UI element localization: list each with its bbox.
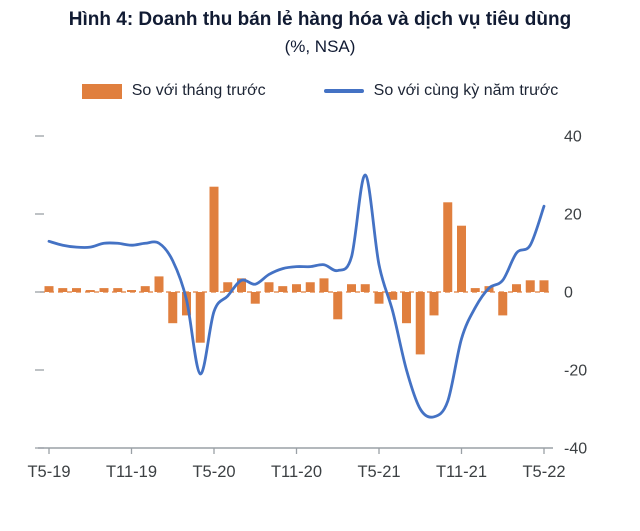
legend-item-bar-series: So với tháng trước xyxy=(81,82,266,100)
bar xyxy=(58,288,68,292)
retail-chart-svg: 40 20 0 -20 -40 T5-19 T11-19 T5-20 T11-20 T5-21 T1… xyxy=(27,129,587,482)
x-tick-label: T11-20 xyxy=(271,463,322,481)
bar xyxy=(264,282,274,292)
bar xyxy=(402,292,411,324)
x-tick-label: T5-19 xyxy=(27,463,70,481)
bar xyxy=(250,292,260,304)
bar xyxy=(72,288,81,292)
bar xyxy=(388,292,398,300)
bar xyxy=(498,292,508,316)
chart-area: 40 20 0 -20 -40 T5-19 T11-19 T5-20 T11-20 T5-21 T1… xyxy=(0,116,640,501)
bar-series-swatch-icon xyxy=(81,83,122,99)
x-tick-label: T5-21 xyxy=(357,463,400,481)
line-series xyxy=(47,173,546,419)
legend-bar-label: So với tháng trước xyxy=(131,82,266,99)
y-tick-label: -20 xyxy=(564,363,587,380)
bar xyxy=(99,288,109,292)
chart-subtitle: (%, NSA) xyxy=(284,37,356,56)
bar xyxy=(113,288,123,292)
bar xyxy=(127,290,136,292)
bar xyxy=(305,282,315,292)
bar xyxy=(292,284,301,292)
bar xyxy=(195,292,205,343)
bar xyxy=(415,292,425,355)
bar xyxy=(44,286,54,292)
y-tick-label: -40 xyxy=(564,441,587,458)
bar xyxy=(85,290,95,292)
x-tick-label: T11-19 xyxy=(106,463,157,481)
bar xyxy=(168,292,178,324)
bar-series xyxy=(44,186,549,355)
bar xyxy=(140,286,150,292)
y-tick-label: 20 xyxy=(564,207,582,224)
bar xyxy=(443,202,453,292)
y-tick-label: 0 xyxy=(564,285,573,302)
bar xyxy=(237,278,246,292)
bar xyxy=(347,284,356,292)
bar xyxy=(429,292,439,316)
x-tick-label: T5-22 xyxy=(522,463,565,481)
chart-title: Hình 4: Doanh thu bán lẻ hàng hóa và dịc… xyxy=(68,9,572,30)
bar xyxy=(209,186,219,292)
bar xyxy=(333,292,343,320)
bar xyxy=(457,225,466,292)
bar xyxy=(154,276,164,292)
bar xyxy=(223,282,233,292)
x-tick-label: T11-21 xyxy=(436,463,487,481)
line-series-swatch-icon xyxy=(323,89,364,93)
bar xyxy=(360,284,370,292)
y-tick-label: 40 xyxy=(564,129,582,146)
bar xyxy=(512,284,521,292)
legend-item-line-series: So với cùng kỳ năm trước xyxy=(323,82,559,100)
bar xyxy=(278,286,288,292)
legend-line-label: So với cùng kỳ năm trước xyxy=(373,82,559,99)
chart-legend: So với tháng trước So với cùng kỳ năm tr… xyxy=(0,82,640,100)
bar xyxy=(539,280,549,292)
x-tick-label: T5-20 xyxy=(192,463,235,481)
bar xyxy=(525,280,535,292)
bar xyxy=(319,278,329,292)
bar xyxy=(374,292,384,304)
bar xyxy=(470,288,480,292)
